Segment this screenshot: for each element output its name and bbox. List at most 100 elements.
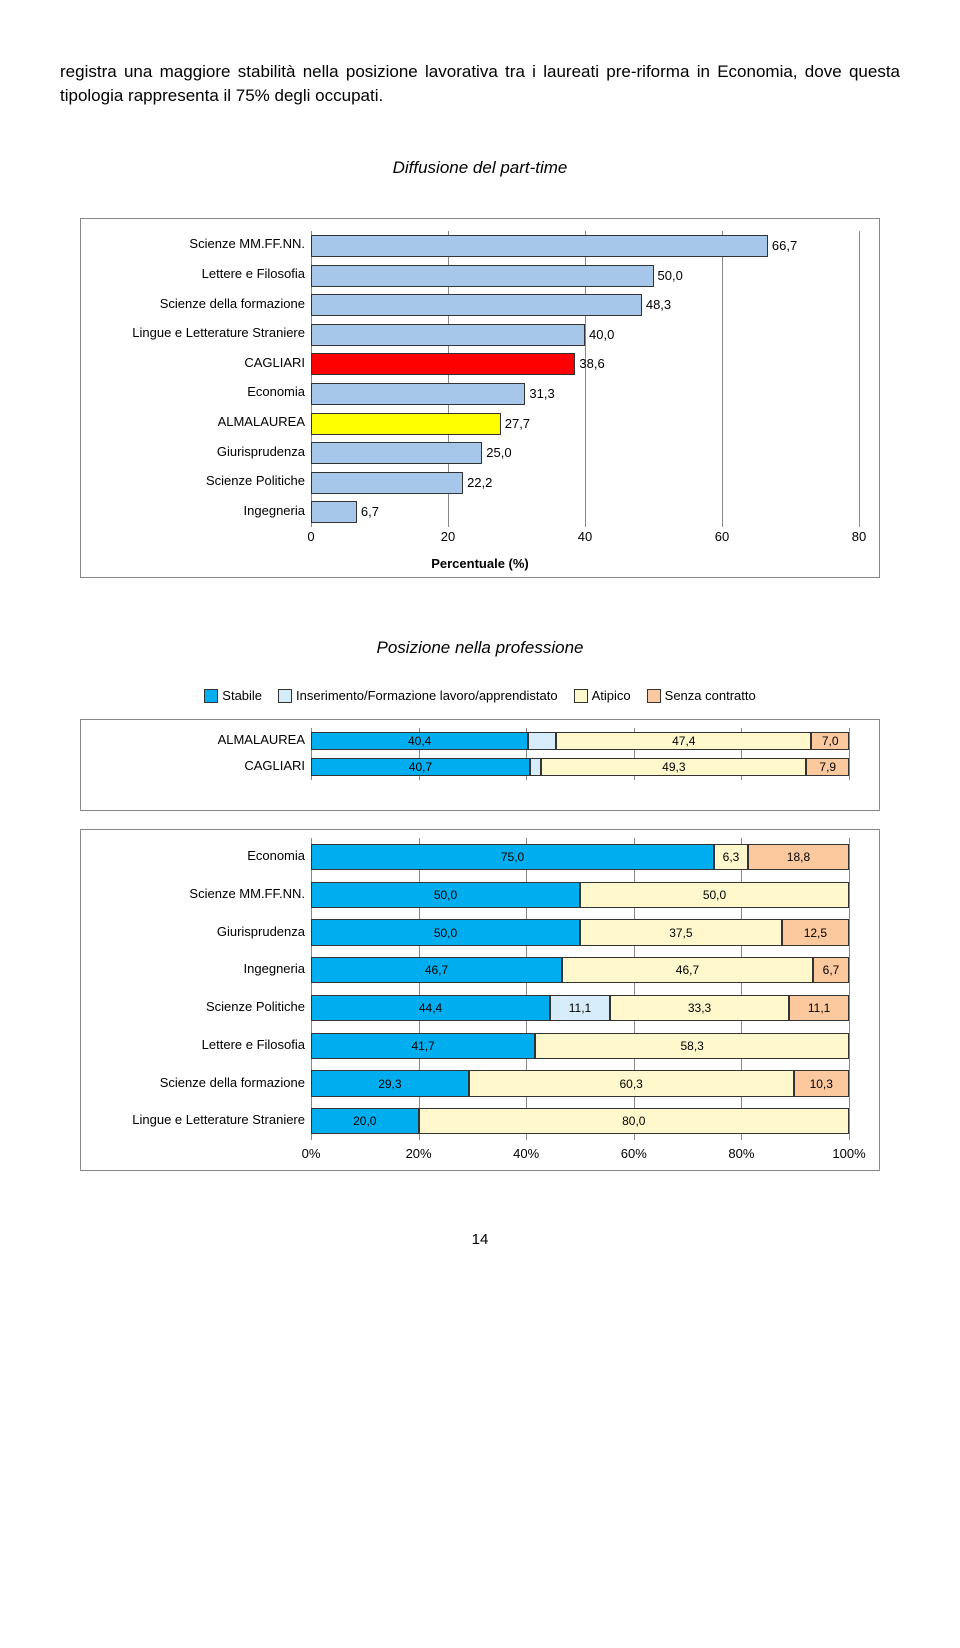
bar-value: 66,7 <box>772 235 797 257</box>
chart1-xlabel: Percentuale (%) <box>81 556 879 571</box>
stacked-segment: 40,4 <box>311 732 528 750</box>
category-label: Lingue e Letterature Straniere <box>132 326 305 340</box>
category-label: Ingegneria <box>244 962 305 976</box>
bar <box>311 324 585 346</box>
bar-value: 27,7 <box>505 413 530 435</box>
bar <box>311 353 575 375</box>
bar <box>311 413 501 435</box>
category-label: Scienze MM.FF.NN. <box>189 887 305 901</box>
stacked-segment: 80,0 <box>419 1108 849 1134</box>
bar <box>311 472 463 494</box>
stacked-segment: 7,9 <box>806 758 849 776</box>
x-tick: 40 <box>578 529 592 544</box>
stacked-segment: 10,3 <box>794 1070 849 1096</box>
legend-swatch <box>278 689 292 703</box>
x-tick: 0% <box>302 1146 321 1161</box>
category-label: CAGLIARI <box>244 759 305 773</box>
gridline <box>722 231 723 527</box>
x-tick: 100% <box>832 1146 865 1161</box>
bar-value: 38,6 <box>579 353 604 375</box>
legend-swatch <box>204 689 218 703</box>
stacked-segment: 44,4 <box>311 995 550 1021</box>
stacked-segment: 47,4 <box>556 732 811 750</box>
stacked-segment: 37,5 <box>580 919 782 945</box>
chart2-title: Posizione nella professione <box>60 638 900 658</box>
x-tick: 80 <box>852 529 866 544</box>
legend-item: Inserimento/Formazione lavoro/apprendist… <box>278 688 558 704</box>
chart2-legend: Stabile Inserimento/Formazione lavoro/app… <box>60 688 900 704</box>
stacked-segment: 18,8 <box>748 844 849 870</box>
x-tick: 0 <box>307 529 314 544</box>
bar <box>311 442 482 464</box>
stacked-segment: 41,7 <box>311 1033 535 1059</box>
stacked-segment: 50,0 <box>580 882 849 908</box>
stacked-segment: 12,5 <box>782 919 849 945</box>
bar-value: 40,0 <box>589 324 614 346</box>
legend-swatch <box>574 689 588 703</box>
bar-value: 48,3 <box>646 294 671 316</box>
category-label: Ingegneria <box>244 504 305 518</box>
category-label: Scienze della formazione <box>160 297 305 311</box>
stacked-segment: 50,0 <box>311 919 580 945</box>
gridline <box>849 728 850 780</box>
category-label: ALMALAUREA <box>218 415 305 429</box>
stacked-segment: 20,0 <box>311 1108 419 1134</box>
legend-item: Senza contratto <box>647 688 756 704</box>
chart2-group-a: ALMALAUREA CAGLIARI 40,4 47,47,0 40,7 49,37,… <box>80 719 880 811</box>
stacked-segment: 40,7 <box>311 758 530 776</box>
stacked-segment: 7,0 <box>811 732 849 750</box>
bar <box>311 235 768 257</box>
legend-label: Stabile <box>222 688 262 703</box>
legend-item: Stabile <box>204 688 262 704</box>
category-label: Lettere e Filosofia <box>202 1038 305 1052</box>
page-number: 14 <box>60 1231 900 1248</box>
stacked-segment <box>528 732 556 750</box>
chart1: Scienze MM.FF.NN. Lettere e Filosofia Scie… <box>80 218 880 578</box>
legend-label: Senza contratto <box>665 688 756 703</box>
category-label: Economia <box>247 385 305 399</box>
stacked-segment: 58,3 <box>535 1033 849 1059</box>
stacked-segment: 11,1 <box>789 995 849 1021</box>
bar-value: 6,7 <box>361 501 379 523</box>
stacked-segment: 60,3 <box>469 1070 794 1096</box>
legend-label: Atipico <box>592 688 631 703</box>
x-tick: 40% <box>513 1146 539 1161</box>
legend-label: Inserimento/Formazione lavoro/apprendist… <box>296 688 558 703</box>
stacked-segment: 50,0 <box>311 882 580 908</box>
stacked-segment: 29,3 <box>311 1070 469 1096</box>
body-paragraph-text: registra una maggiore stabilità nella po… <box>60 62 900 105</box>
x-tick: 20% <box>406 1146 432 1161</box>
gridline <box>849 838 850 1140</box>
category-label: Lingue e Letterature Straniere <box>132 1113 305 1127</box>
category-label: ALMALAUREA <box>218 733 305 747</box>
stacked-segment: 49,3 <box>541 758 806 776</box>
category-label: CAGLIARI <box>244 356 305 370</box>
category-label: Lettere e Filosofia <box>202 267 305 281</box>
chart1-title: Diffusione del part-time <box>60 158 900 178</box>
category-label: Scienze Politiche <box>206 474 305 488</box>
stacked-segment: 46,7 <box>562 957 813 983</box>
body-paragraph: registra una maggiore stabilità nella po… <box>60 60 900 108</box>
category-label: Scienze Politiche <box>206 1000 305 1014</box>
bar <box>311 383 525 405</box>
category-label: Giurisprudenza <box>217 925 305 939</box>
stacked-segment: 6,3 <box>714 844 748 870</box>
bar-value: 25,0 <box>486 442 511 464</box>
stacked-segment: 75,0 <box>311 844 714 870</box>
stacked-segment: 33,3 <box>610 995 789 1021</box>
stacked-segment: 6,7 <box>813 957 849 983</box>
stacked-segment <box>530 758 541 776</box>
stacked-segment: 11,1 <box>550 995 610 1021</box>
x-tick: 20 <box>441 529 455 544</box>
legend-swatch <box>647 689 661 703</box>
bar-value: 22,2 <box>467 472 492 494</box>
chart2-group-b: EconomiaScienze MM.FF.NN.GiurisprudenzaI… <box>80 829 880 1171</box>
category-label: Scienze MM.FF.NN. <box>189 237 305 251</box>
category-label: Giurisprudenza <box>217 445 305 459</box>
category-label: Scienze della formazione <box>160 1076 305 1090</box>
x-tick: 80% <box>728 1146 754 1161</box>
legend-item: Atipico <box>574 688 631 704</box>
x-tick: 60% <box>621 1146 647 1161</box>
bar <box>311 265 654 287</box>
x-tick: 60 <box>715 529 729 544</box>
